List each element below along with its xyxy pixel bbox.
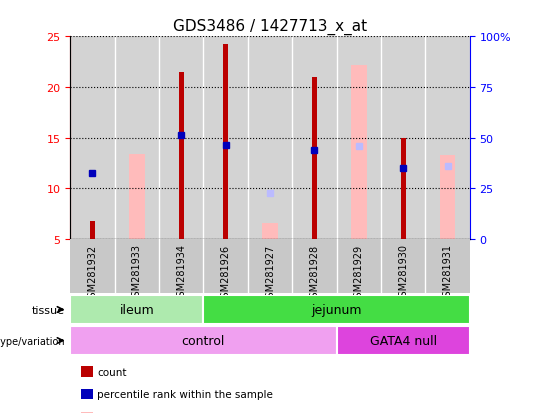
Text: jejunum: jejunum	[312, 303, 362, 316]
Bar	[81, 412, 93, 413]
Bar	[204, 295, 470, 324]
Text: genotype/variation: genotype/variation	[0, 336, 65, 346]
Text: GSM281931: GSM281931	[443, 244, 453, 303]
Text: ileum: ileum	[119, 303, 154, 316]
Text: GSM281927: GSM281927	[265, 244, 275, 303]
Bar	[179, 73, 184, 240]
Text: GSM281934: GSM281934	[176, 244, 186, 303]
Title: GDS3486 / 1427713_x_at: GDS3486 / 1427713_x_at	[173, 18, 367, 34]
Bar	[223, 45, 228, 240]
Text: GSM281933: GSM281933	[132, 244, 142, 303]
Bar	[351, 66, 367, 240]
Text: GSM281932: GSM281932	[87, 244, 97, 303]
Text: tissue: tissue	[32, 305, 65, 315]
Bar	[401, 138, 406, 240]
Text: percentile rank within the sample: percentile rank within the sample	[97, 389, 273, 399]
Bar	[440, 156, 455, 240]
Bar	[312, 78, 317, 240]
Text: GSM281926: GSM281926	[221, 244, 231, 303]
Bar	[262, 223, 278, 240]
Bar	[70, 295, 204, 324]
Bar	[70, 326, 336, 355]
Text: GATA4 null: GATA4 null	[370, 334, 437, 347]
Text: count: count	[97, 367, 127, 377]
Bar	[129, 154, 145, 240]
Text: value, Detection Call = ABSENT: value, Detection Call = ABSENT	[97, 412, 262, 413]
Text: GSM281928: GSM281928	[309, 244, 319, 303]
Bar	[90, 221, 95, 240]
Bar	[81, 389, 93, 399]
Bar	[81, 366, 93, 377]
Text: control: control	[182, 334, 225, 347]
Bar	[336, 326, 470, 355]
Text: GSM281929: GSM281929	[354, 244, 364, 303]
Text: GSM281930: GSM281930	[398, 244, 408, 303]
